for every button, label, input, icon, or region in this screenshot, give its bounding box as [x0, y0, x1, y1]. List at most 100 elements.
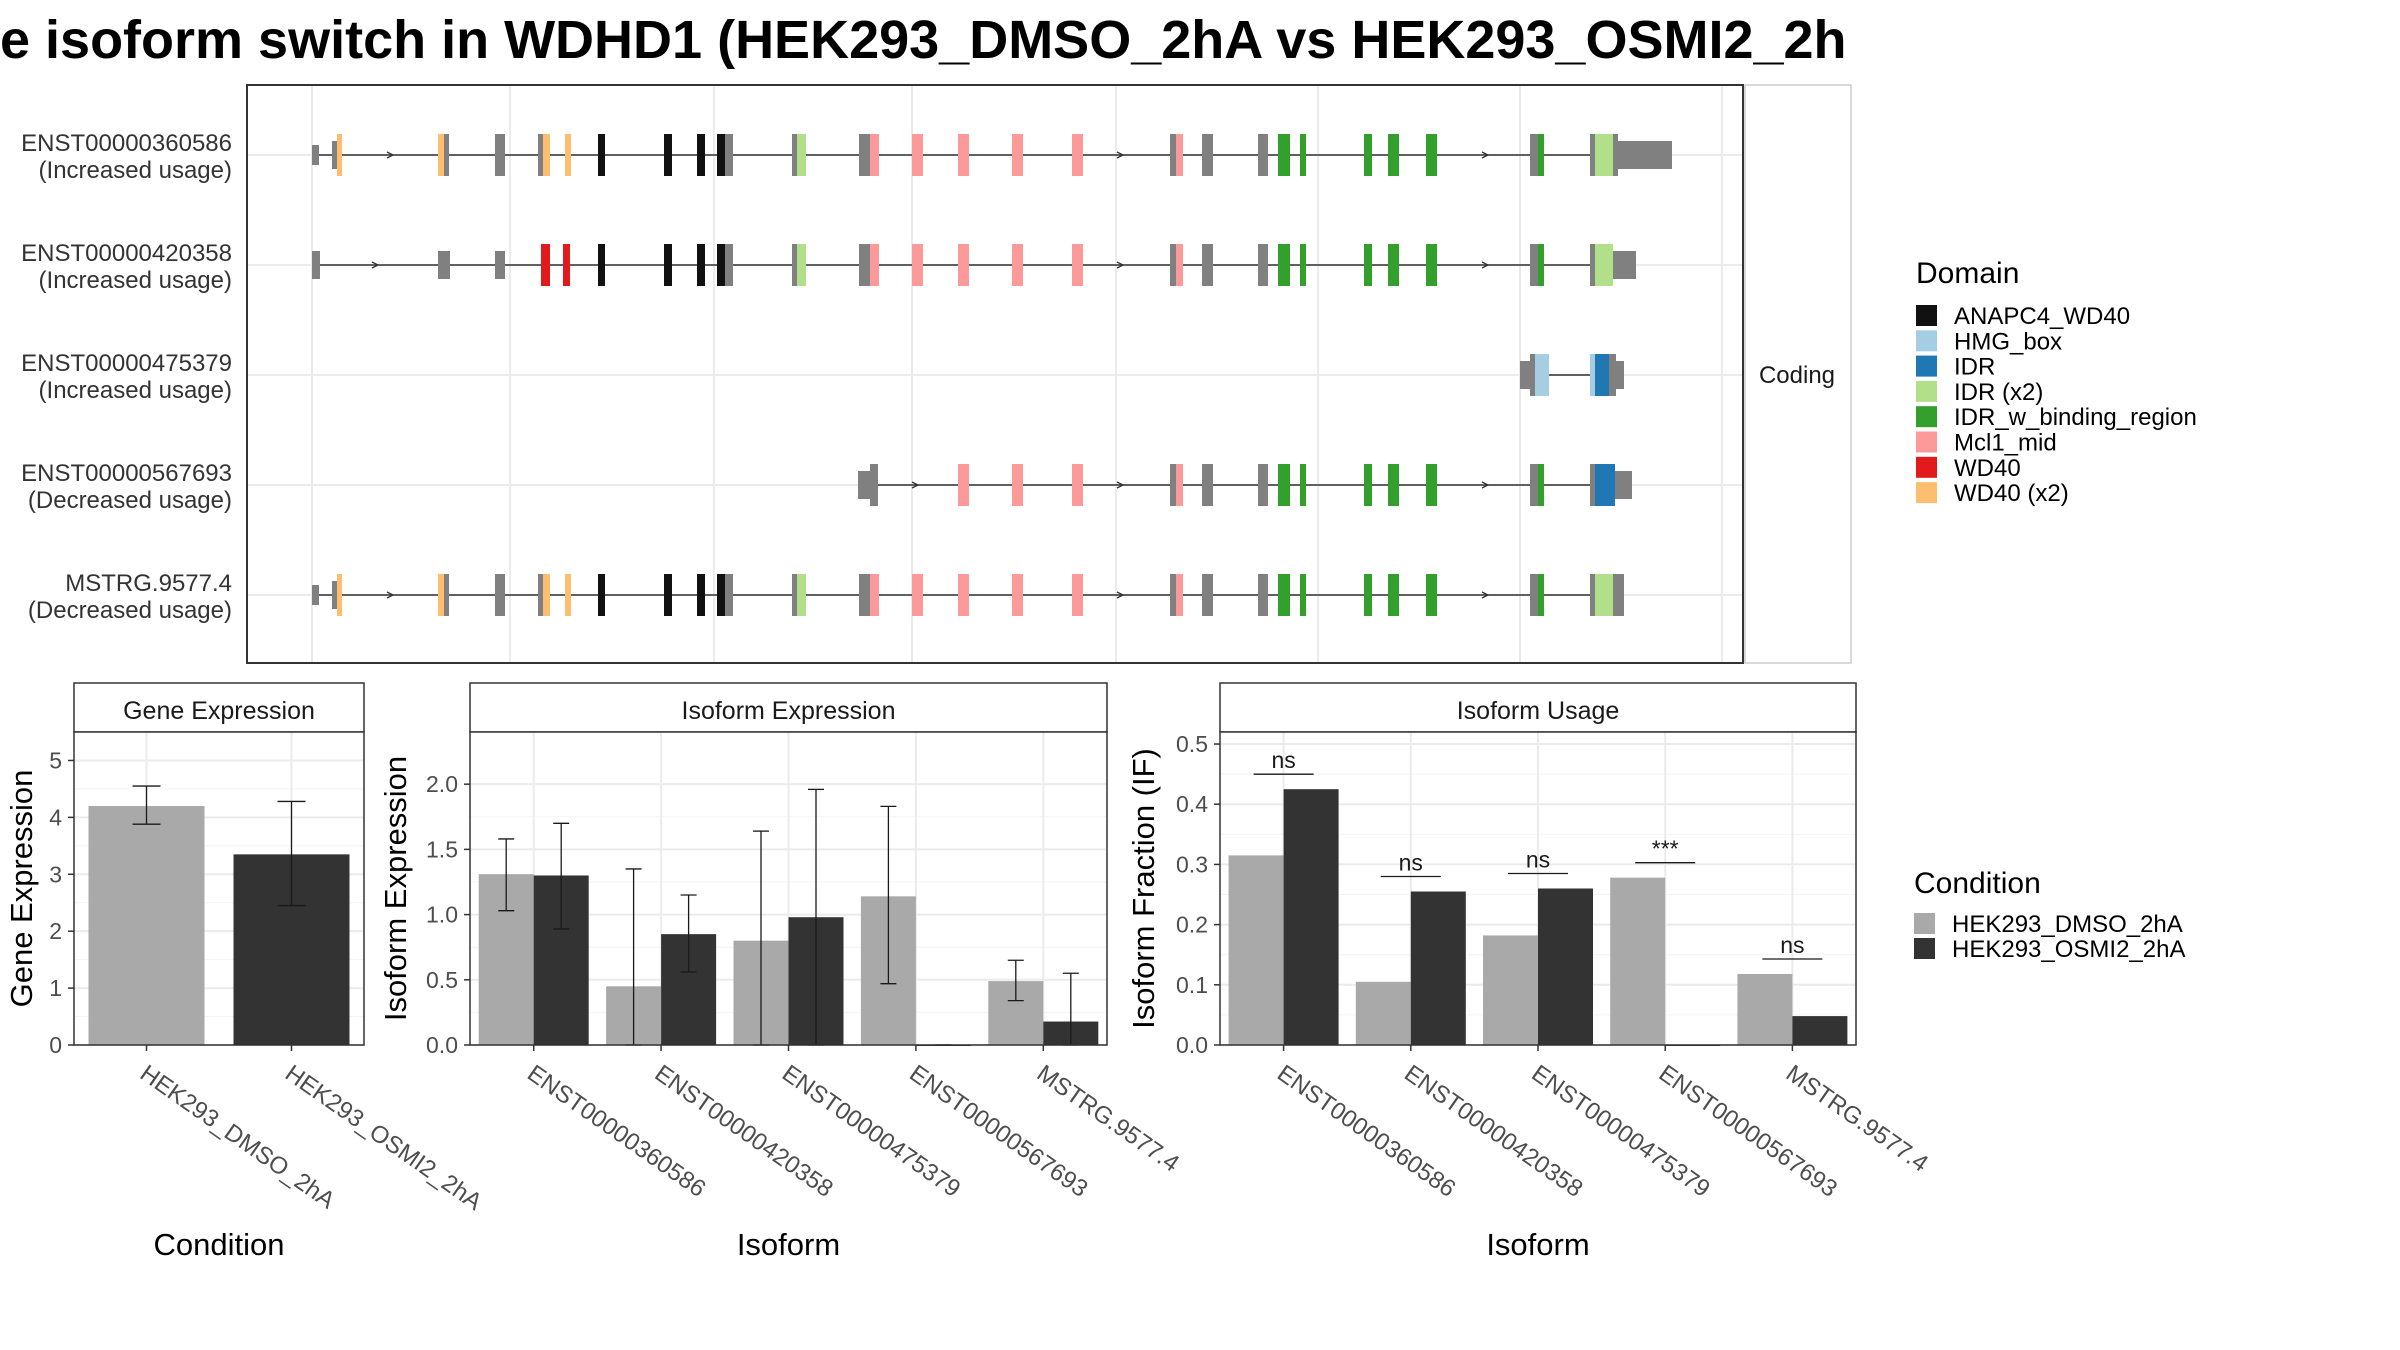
facet-strip-label: Coding	[1759, 362, 1835, 389]
transcript-exon	[725, 574, 733, 616]
y-tick-label: 1	[49, 975, 62, 1001]
domain-legend-title: Domain	[1916, 257, 2019, 290]
transcript-exon	[1202, 134, 1213, 176]
strand-arrow-icon	[1481, 591, 1490, 599]
y-tick-label: 0.2	[1176, 912, 1208, 938]
y-tick-label: 0.3	[1176, 851, 1208, 877]
transcript-exon	[664, 244, 672, 286]
transcript-exon	[1530, 244, 1538, 286]
y-axis-title: Isoform Expression	[378, 756, 413, 1021]
transcript-exon	[444, 134, 449, 176]
isoform-usage-label: (Increased usage)	[39, 267, 232, 294]
domain-legend-swatch	[1916, 380, 1937, 402]
transcript-exon	[1426, 244, 1437, 286]
transcript-exon	[725, 134, 733, 176]
condition-legend-label: HEK293_DMSO_2hA	[1952, 911, 2183, 938]
transcript-exon	[495, 574, 505, 616]
isoform-row-label: MSTRG.9577.4	[65, 570, 232, 597]
panel-title: Gene Expression	[123, 697, 315, 725]
transcript-exon	[1300, 134, 1306, 176]
structure-row-labels: ENST00000360586(Increased usage)ENST0000…	[21, 130, 232, 624]
domain-legend-swatch	[1916, 305, 1937, 326]
transcript-exon	[337, 574, 342, 616]
transcript-exon	[1176, 574, 1183, 616]
transcript-exon	[1170, 134, 1176, 176]
y-tick-label: 2	[49, 918, 62, 944]
transcript-exon	[1616, 361, 1624, 389]
transcript-exon	[1535, 354, 1549, 396]
panel-strip	[1219, 682, 1857, 733]
transcript-exon	[697, 134, 705, 176]
transcript-exon	[1278, 464, 1290, 506]
y-axis-title: Gene Expression	[4, 770, 39, 1008]
bar	[88, 805, 205, 1045]
strand-arrow-icon	[386, 151, 395, 159]
transcript-exon	[1258, 464, 1268, 506]
transcript-exon	[870, 134, 879, 176]
transcript-exon	[1072, 244, 1083, 286]
transcript-exon	[859, 574, 870, 616]
transcript-exon	[1176, 464, 1183, 506]
domain-legend-label: HMG_box	[1954, 328, 2062, 355]
y-tick-label: 3	[49, 861, 62, 887]
transcript-exon	[912, 134, 923, 176]
transcript-exon	[1072, 134, 1083, 176]
transcript-exon	[598, 134, 605, 176]
domain-legend-label: Mcl1_mid	[1954, 430, 2057, 457]
panel-title: Isoform Usage	[1457, 697, 1620, 725]
transcript-exon	[958, 464, 969, 506]
transcript-exon	[664, 574, 672, 616]
transcript-exon	[1538, 134, 1544, 176]
domain-legend-label: WD40 (x2)	[1954, 480, 2069, 507]
bar	[1538, 888, 1593, 1045]
transcript-model	[312, 244, 1636, 286]
transcript-exon	[1538, 574, 1544, 616]
isoform-usage-panel: Isoform Usage ns ns ns *** ns 0.0 0.1 0.2 0.3 0.4 0…	[1126, 682, 1933, 1262]
transcript-exon	[1538, 244, 1544, 286]
transcript-exon	[1613, 251, 1636, 279]
transcript-exon	[1072, 574, 1083, 616]
isoform-row-label: ENST00000360586	[21, 130, 232, 157]
transcript-exon	[332, 141, 337, 169]
transcript-exon	[1595, 354, 1609, 396]
condition-legend-swatch	[1914, 913, 1935, 934]
transcript-exon	[1590, 574, 1595, 616]
transcript-exon	[717, 134, 725, 176]
transcript-exon	[797, 574, 806, 616]
transcript-exon	[332, 581, 337, 609]
strand-arrow-icon	[1116, 481, 1125, 489]
isoform-usage-label: (Increased usage)	[39, 377, 232, 404]
strand-arrow-icon	[1481, 261, 1490, 269]
transcript-exon	[565, 574, 571, 616]
significance-label: ns	[1271, 747, 1295, 773]
transcript-exon	[858, 471, 870, 499]
domain-legend-swatch	[1916, 406, 1937, 428]
transcript-exon	[1364, 464, 1372, 506]
y-tick-label: 0.0	[426, 1032, 458, 1058]
transcript-exon	[1300, 244, 1306, 286]
transcript-exon	[870, 464, 878, 506]
domain-legend-label: IDR_w_binding_region	[1954, 404, 2197, 431]
transcript-exon	[438, 134, 444, 176]
transcript-exon	[438, 574, 444, 616]
transcript-exon	[1609, 354, 1616, 396]
transcript-exon	[958, 244, 969, 286]
transcript-exon	[1595, 464, 1615, 506]
bar	[1355, 981, 1411, 1045]
transcript-exon	[444, 574, 449, 616]
isoform-structure-panel: ENST00000360586(Increased usage)ENST0000…	[21, 84, 1852, 664]
x-axis-title: Isoform	[1486, 1227, 1589, 1262]
y-tick-label: 1.5	[426, 836, 458, 862]
transcript-exon	[717, 244, 725, 286]
isoform-row-label: ENST00000420358	[21, 240, 232, 267]
condition-legend-label: HEK293_OSMI2_2hA	[1952, 936, 2185, 963]
transcript-exon	[543, 134, 550, 176]
transcript-exon	[1300, 464, 1306, 506]
significance-label: ns	[1526, 847, 1550, 873]
transcript-exon	[1590, 244, 1595, 286]
y-tick-label: 5	[49, 747, 62, 773]
y-tick-label: 0.0	[1176, 1032, 1208, 1058]
transcript-exon	[1364, 134, 1372, 176]
transcript-exon	[1388, 464, 1399, 506]
